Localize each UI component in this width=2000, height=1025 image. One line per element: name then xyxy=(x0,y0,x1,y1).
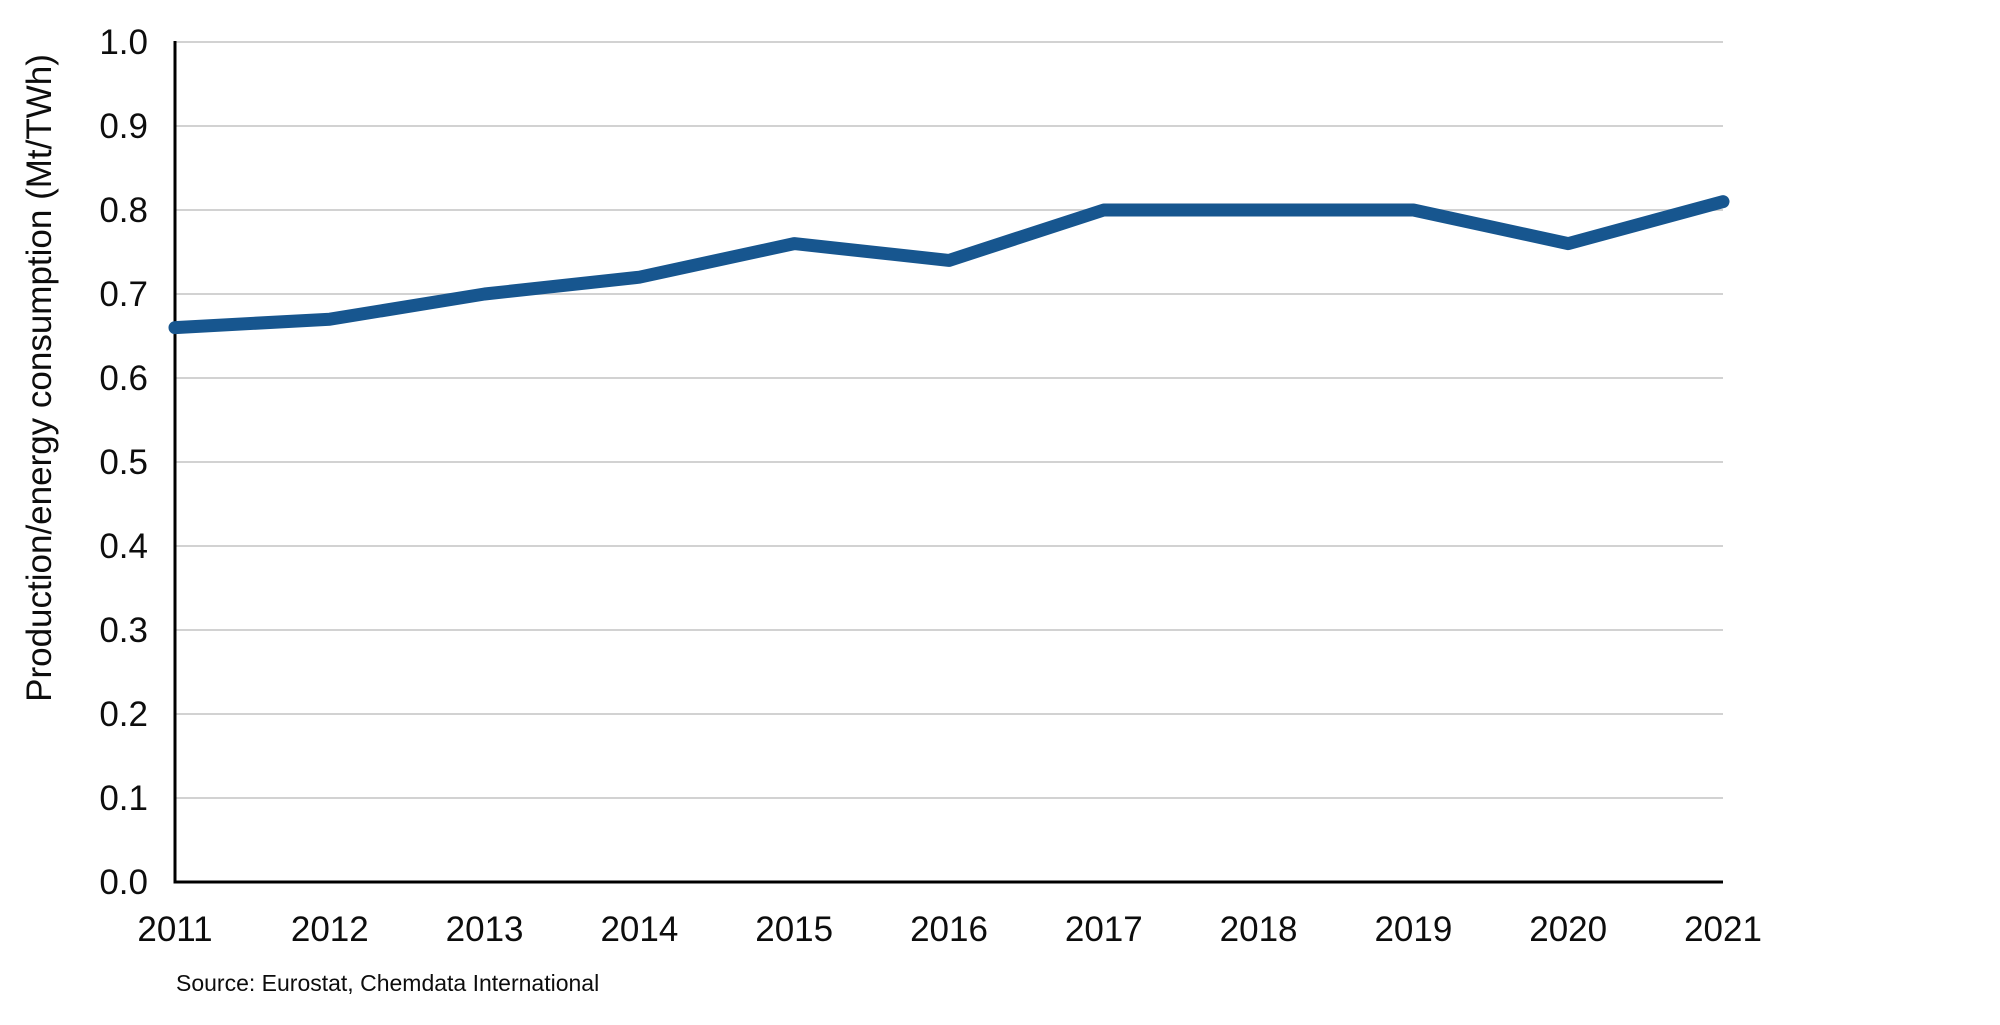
y-tick-label: 0.1 xyxy=(99,779,148,818)
y-tick-label: 0.7 xyxy=(99,275,148,314)
y-axis-title: Production/energy consumption (Mt/TWh) xyxy=(20,54,59,702)
x-tick-label: 2013 xyxy=(446,910,524,949)
x-tick-label: 2014 xyxy=(600,910,678,949)
y-tick-label: 0.0 xyxy=(99,863,148,902)
data-series-line xyxy=(168,195,1730,335)
x-tick-label: 2012 xyxy=(291,910,369,949)
x-tick-label: 2017 xyxy=(1065,910,1143,949)
y-tick-label: 0.3 xyxy=(99,611,148,650)
x-tick-label: 2021 xyxy=(1684,910,1762,949)
x-tick-label: 2019 xyxy=(1374,910,1452,949)
x-tick-label: 2016 xyxy=(910,910,988,949)
y-tick-label: 0.5 xyxy=(99,443,148,482)
y-tick-label: 0.4 xyxy=(99,527,148,566)
y-tick-label: 0.9 xyxy=(99,107,148,146)
source-note: Source: Eurostat, Chemdata International xyxy=(176,970,600,996)
y-tick-label: 1.0 xyxy=(99,23,148,62)
x-tick-label: 2020 xyxy=(1529,910,1607,949)
y-tick-label: 0.2 xyxy=(99,695,148,734)
y-tick-label: 0.6 xyxy=(99,359,148,398)
x-tick-label: 2015 xyxy=(755,910,833,949)
x-tick-label: 2018 xyxy=(1220,910,1298,949)
x-tick-label: 2011 xyxy=(137,910,212,949)
y-tick-label: 0.8 xyxy=(99,191,148,230)
